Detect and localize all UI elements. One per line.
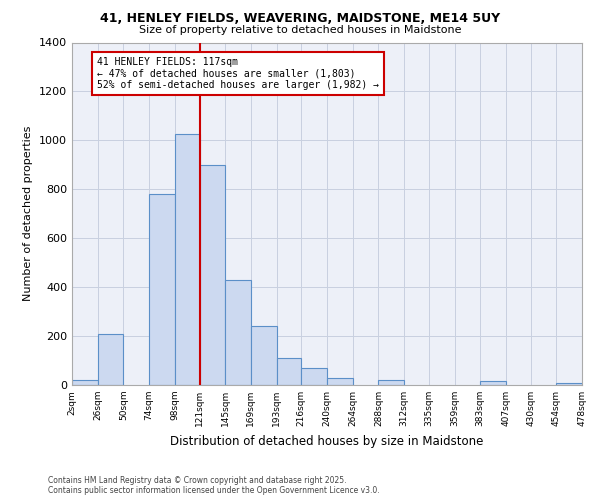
Bar [277, 358, 301, 385]
Text: 41 HENLEY FIELDS: 117sqm
← 47% of detached houses are smaller (1,803)
52% of sem: 41 HENLEY FIELDS: 117sqm ← 47% of detach… [97, 57, 379, 90]
X-axis label: Distribution of detached houses by size in Maidstone: Distribution of detached houses by size … [170, 434, 484, 448]
Bar [98, 334, 124, 385]
Bar [556, 382, 582, 385]
Bar [149, 194, 175, 385]
Bar [225, 280, 251, 385]
Bar [301, 368, 327, 385]
Y-axis label: Number of detached properties: Number of detached properties [23, 126, 34, 302]
Bar [327, 378, 353, 385]
Bar [379, 380, 404, 385]
Bar [72, 380, 98, 385]
Bar [251, 326, 277, 385]
Bar [199, 165, 225, 385]
Text: Size of property relative to detached houses in Maidstone: Size of property relative to detached ho… [139, 25, 461, 35]
Bar [480, 382, 506, 385]
Text: Contains HM Land Registry data © Crown copyright and database right 2025.
Contai: Contains HM Land Registry data © Crown c… [48, 476, 380, 495]
Bar [175, 134, 199, 385]
Text: 41, HENLEY FIELDS, WEAVERING, MAIDSTONE, ME14 5UY: 41, HENLEY FIELDS, WEAVERING, MAIDSTONE,… [100, 12, 500, 26]
